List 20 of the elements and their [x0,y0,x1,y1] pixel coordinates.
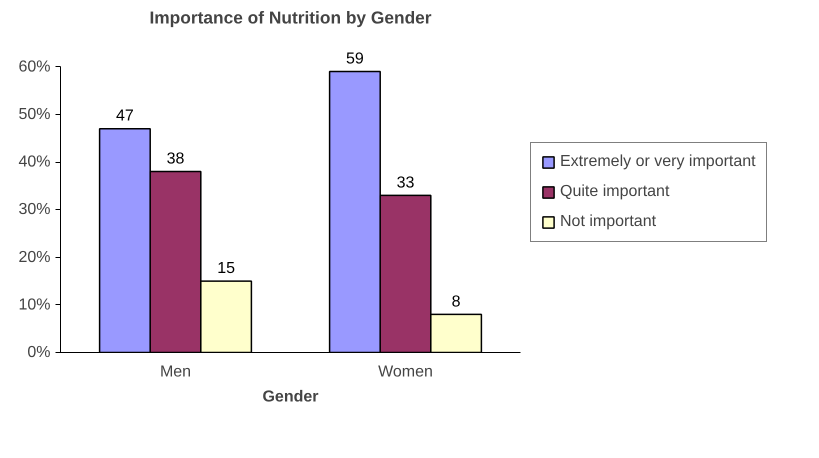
y-tick-label: 10% [18,296,51,314]
data-label: 33 [396,174,414,192]
data-label: 15 [217,260,236,278]
legend-label: Extremely or very important [560,153,756,171]
data-label: 47 [116,108,134,125]
chart-title: Importance of Nutrition by Gender [149,8,432,28]
legend-label: Not important [560,213,656,231]
y-tick-label: 20% [18,248,51,266]
y-tick-label: 0% [27,344,50,361]
x-axis-title: Gender [262,388,319,406]
y-tick-label: 60% [18,58,51,76]
legend-label: Quite important [560,183,670,201]
y-tick-label: 50% [18,106,51,123]
y-tick-label: 30% [18,201,51,218]
data-label: 38 [166,150,184,168]
y-tick-label: 40% [18,154,51,171]
data-label: 8 [452,293,461,310]
x-tick-label: Women [378,364,433,380]
data-label: 59 [346,50,364,68]
x-tick-label: Men [160,364,192,380]
